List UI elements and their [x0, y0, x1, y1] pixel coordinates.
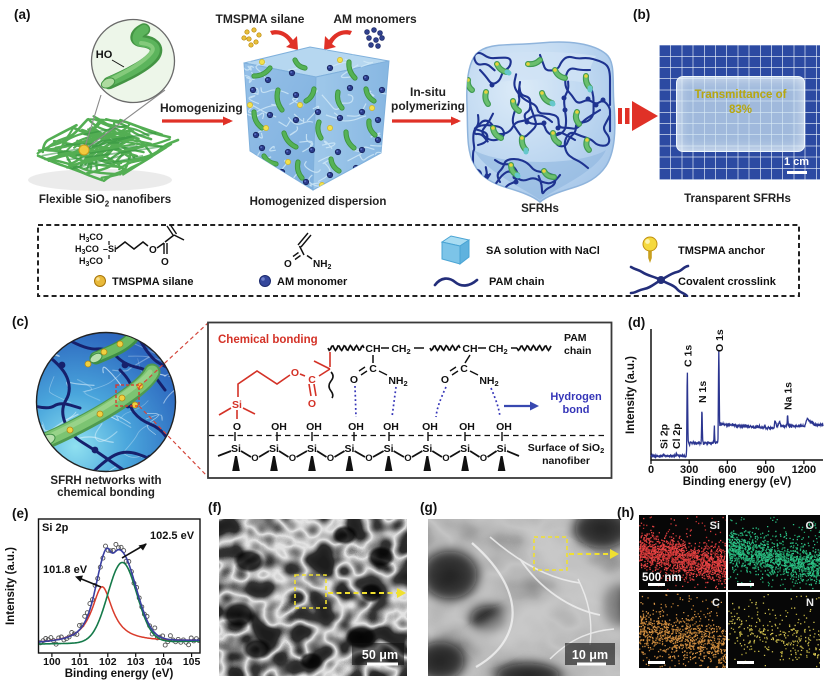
svg-text:H3CO: H3CO — [79, 256, 103, 268]
svg-text:O: O — [327, 453, 334, 464]
svg-text:C: C — [712, 597, 720, 609]
svg-text:Intensity (a.u.): Intensity (a.u.) — [625, 356, 637, 434]
svg-text:102: 102 — [99, 656, 117, 668]
svg-text:O: O — [308, 398, 316, 410]
svg-text:100: 100 — [43, 656, 61, 668]
svg-text:101.8 eV: 101.8 eV — [43, 564, 88, 576]
svg-text:Binding energy (eV): Binding energy (eV) — [683, 476, 792, 488]
svg-text:H3CO: H3CO — [75, 244, 99, 256]
svg-text:Si: Si — [710, 520, 720, 532]
svg-text:O: O — [805, 520, 814, 532]
svg-text:TMSPMA silane: TMSPMA silane — [112, 276, 194, 288]
svg-text:105: 105 — [183, 656, 201, 668]
svg-text:102.5 eV: 102.5 eV — [150, 530, 195, 542]
svg-text:50 μm: 50 μm — [362, 648, 398, 662]
svg-text:Si 2p: Si 2p — [42, 522, 69, 534]
svg-text:0: 0 — [648, 464, 654, 476]
svg-text:OH: OH — [383, 421, 399, 433]
svg-text:Si: Si — [232, 399, 242, 411]
svg-text:NH2: NH2 — [479, 375, 498, 388]
svg-text:PAM: PAM — [564, 332, 587, 344]
svg-text:OH: OH — [496, 421, 512, 433]
svg-text:103: 103 — [127, 656, 145, 668]
svg-text:CH: CH — [462, 343, 477, 355]
svg-text:O: O — [233, 421, 241, 433]
svg-text:Si: Si — [384, 443, 394, 455]
svg-text:900: 900 — [757, 464, 775, 476]
svg-text:N: N — [806, 597, 814, 609]
svg-text:O: O — [442, 453, 449, 464]
svg-text:CH: CH — [365, 343, 380, 355]
svg-text:Hydrogen: Hydrogen — [550, 391, 602, 403]
svg-text:600: 600 — [718, 464, 736, 476]
svg-text:Surface of SiO2: Surface of SiO2 — [528, 442, 605, 455]
svg-text:O: O — [251, 453, 258, 464]
svg-text:chain: chain — [564, 345, 591, 357]
svg-text:Si: Si — [231, 443, 241, 455]
svg-text:300: 300 — [680, 464, 698, 476]
svg-text:O: O — [350, 374, 358, 386]
svg-text:Si: Si — [460, 443, 470, 455]
svg-text:N 1s: N 1s — [697, 381, 709, 403]
svg-text:Na 1s: Na 1s — [783, 382, 795, 410]
svg-text:O: O — [289, 453, 296, 464]
svg-text:O: O — [149, 245, 157, 256]
svg-text:O: O — [365, 453, 372, 464]
svg-text:Si: Si — [422, 443, 432, 455]
svg-text:O: O — [404, 453, 411, 464]
svg-text:C 1s: C 1s — [682, 345, 694, 367]
svg-text:H3CO: H3CO — [79, 232, 103, 244]
svg-text:104: 104 — [155, 656, 173, 668]
svg-text:500 nm: 500 nm — [642, 572, 682, 584]
svg-text:PAM chain: PAM chain — [489, 276, 545, 288]
svg-text:Chemical bonding: Chemical bonding — [218, 334, 318, 346]
svg-text:101: 101 — [71, 656, 89, 668]
svg-text:bond: bond — [563, 404, 590, 416]
svg-text:10 μm: 10 μm — [572, 648, 608, 662]
svg-text:NH2: NH2 — [313, 259, 331, 271]
svg-text:Binding energy (eV): Binding energy (eV) — [65, 668, 174, 680]
svg-text:Cl 2p: Cl 2p — [671, 423, 683, 449]
svg-text:SA solution with NaCl: SA solution with NaCl — [486, 245, 600, 257]
svg-text:AM monomer: AM monomer — [277, 276, 348, 288]
svg-text:CH2: CH2 — [488, 343, 507, 356]
svg-text:CH2: CH2 — [391, 343, 410, 356]
svg-text:OH: OH — [348, 421, 364, 433]
svg-text:O: O — [291, 367, 299, 379]
svg-text:OH: OH — [271, 421, 287, 433]
svg-text:O: O — [284, 259, 292, 270]
svg-text:NH2: NH2 — [388, 375, 407, 388]
svg-text:O: O — [441, 374, 449, 386]
svg-text:C: C — [460, 363, 468, 375]
svg-text:C: C — [308, 374, 316, 386]
svg-text:–Si: –Si — [103, 244, 117, 254]
svg-text:Si: Si — [497, 443, 507, 455]
svg-text:TMSPMA anchor: TMSPMA anchor — [678, 245, 766, 257]
svg-text:HO: HO — [96, 49, 113, 61]
svg-text:O: O — [161, 257, 169, 268]
svg-text:nanofiber: nanofiber — [542, 455, 590, 467]
svg-text:OH: OH — [306, 421, 322, 433]
svg-text:Covalent crosslink: Covalent crosslink — [678, 276, 777, 288]
svg-text:C: C — [369, 363, 377, 375]
svg-text:1200: 1200 — [792, 464, 816, 476]
svg-text:Intensity (a.u.): Intensity (a.u.) — [5, 547, 17, 625]
svg-text:Si 2p: Si 2p — [659, 424, 671, 449]
svg-text:Si: Si — [345, 443, 355, 455]
svg-text:OH: OH — [459, 421, 475, 433]
svg-text:Si: Si — [269, 443, 279, 455]
svg-text:O 1s: O 1s — [714, 329, 726, 352]
svg-text:OH: OH — [422, 421, 438, 433]
svg-text:Si: Si — [307, 443, 317, 455]
svg-text:O: O — [480, 453, 487, 464]
